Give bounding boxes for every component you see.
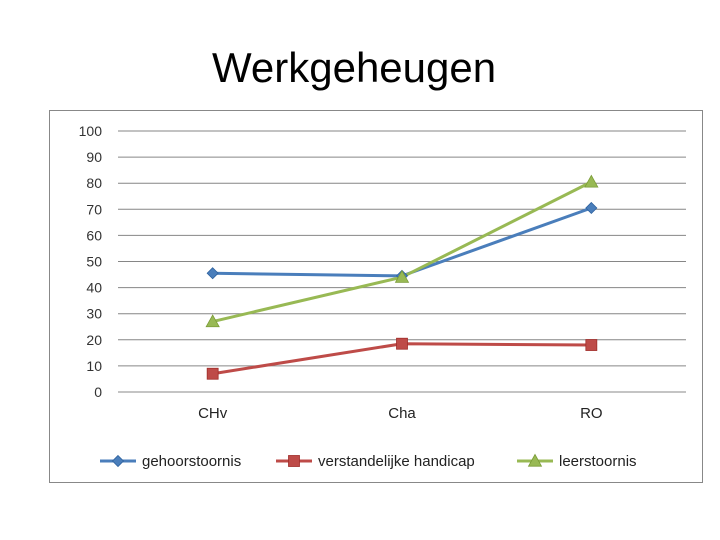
x-category-label: RO	[580, 405, 603, 422]
legend-marker-2	[288, 455, 300, 467]
x-category-label: CHv	[198, 405, 228, 422]
data-point-series-1	[585, 201, 598, 215]
legend-label: gehoorstoornis	[142, 453, 241, 470]
y-tick-label: 70	[86, 201, 102, 217]
legend-label: leerstoornis	[559, 453, 637, 470]
y-tick-label: 0	[94, 384, 102, 400]
y-tick-label: 90	[86, 149, 102, 165]
data-point-series-1	[206, 267, 219, 280]
y-tick-label: 80	[86, 175, 102, 191]
y-tick-label: 100	[79, 123, 103, 139]
legend-marker-3	[527, 453, 543, 467]
series-line-3	[211, 180, 593, 324]
line-chart: 0 10 20 30 40 50 60 70 80 90 100 CHv Cha RO gehoorstoo…	[79, 123, 686, 470]
y-tick-label: 10	[86, 358, 102, 374]
slide-title: Werkgeheugen	[212, 44, 497, 91]
y-tick-label: 50	[86, 254, 102, 270]
data-point-series-2	[585, 339, 598, 351]
y-tick-label: 40	[86, 280, 102, 296]
data-point-series-2	[206, 367, 219, 380]
x-category-label: Cha	[388, 405, 416, 422]
data-point-series-3	[584, 174, 599, 188]
y-tick-label: 20	[86, 332, 102, 348]
series-line-1	[211, 206, 593, 278]
chart-frame: 0 10 20 30 40 50 60 70 80 90 100 CHv Cha RO gehoorstoo…	[49, 110, 703, 483]
data-point-series-3	[205, 314, 220, 328]
data-point-series-2	[396, 337, 408, 350]
y-tick-label: 60	[86, 227, 102, 243]
y-tick-label: 30	[86, 306, 102, 322]
legend-label: verstandelijke handicap	[318, 453, 475, 470]
data-point-series-3	[394, 269, 410, 283]
legend-marker-1	[111, 454, 125, 468]
